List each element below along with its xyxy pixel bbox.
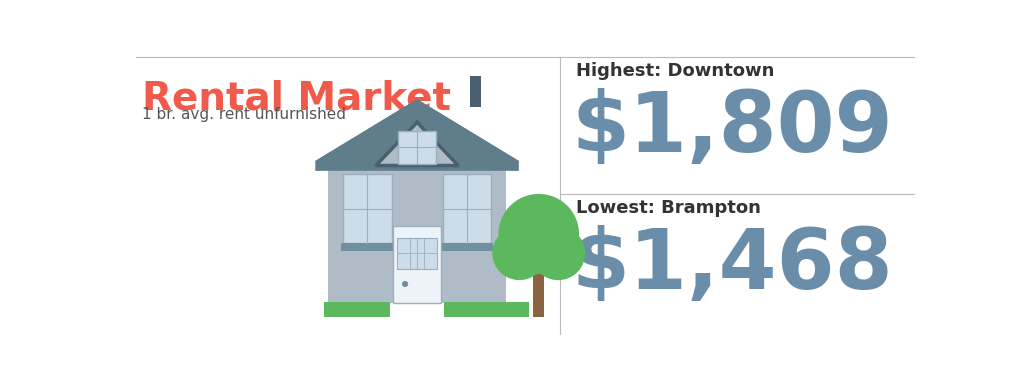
- Polygon shape: [315, 99, 518, 171]
- Circle shape: [493, 226, 547, 280]
- Polygon shape: [343, 174, 391, 243]
- Text: $1,809: $1,809: [571, 88, 893, 169]
- Text: $1,468: $1,468: [571, 225, 893, 306]
- Polygon shape: [328, 165, 506, 303]
- Text: Rental Market: Rental Market: [142, 80, 451, 118]
- Polygon shape: [397, 131, 436, 164]
- Text: 1 br. avg. rent unfurnished: 1 br. avg. rent unfurnished: [142, 107, 346, 122]
- Polygon shape: [534, 269, 544, 317]
- Circle shape: [531, 226, 586, 280]
- Text: Highest: Downtown: Highest: Downtown: [575, 62, 774, 80]
- Polygon shape: [470, 76, 480, 107]
- Polygon shape: [377, 122, 458, 165]
- Polygon shape: [324, 302, 390, 317]
- Polygon shape: [444, 302, 529, 317]
- Text: Lowest: Brampton: Lowest: Brampton: [575, 199, 761, 217]
- Circle shape: [499, 194, 579, 274]
- Polygon shape: [397, 238, 437, 269]
- Polygon shape: [341, 243, 394, 251]
- Circle shape: [402, 281, 409, 287]
- Polygon shape: [442, 174, 490, 243]
- Polygon shape: [393, 226, 441, 303]
- Polygon shape: [440, 243, 493, 251]
- Polygon shape: [315, 99, 417, 171]
- Polygon shape: [417, 99, 518, 171]
